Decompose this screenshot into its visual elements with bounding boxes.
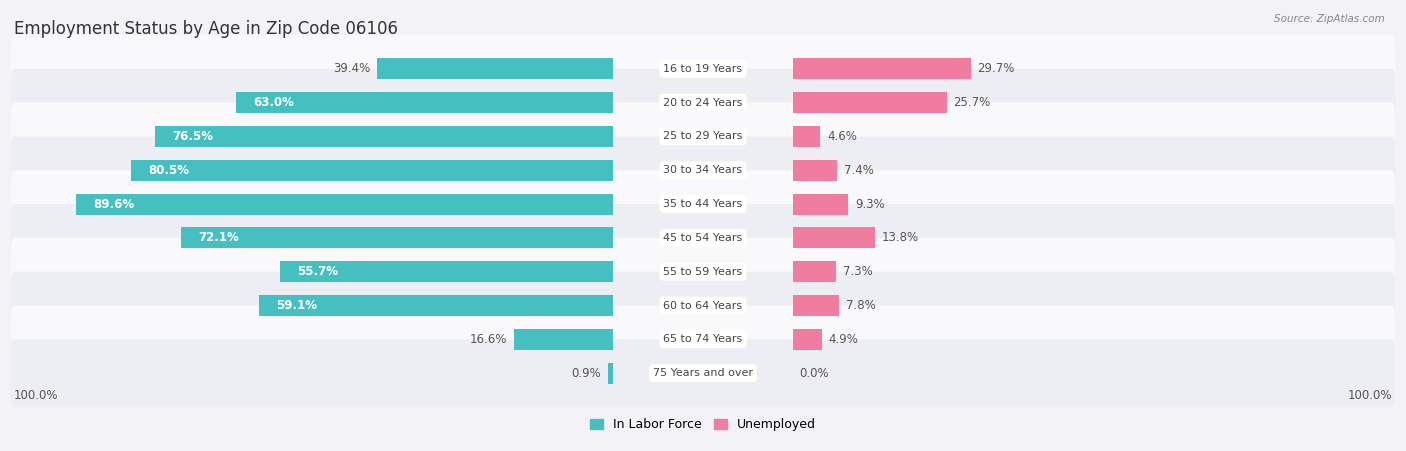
Text: 30 to 34 Years: 30 to 34 Years — [664, 165, 742, 175]
FancyBboxPatch shape — [11, 35, 1395, 102]
Text: 4.9%: 4.9% — [828, 333, 859, 346]
Text: Employment Status by Age in Zip Code 06106: Employment Status by Age in Zip Code 061… — [14, 20, 398, 38]
Text: 100.0%: 100.0% — [1347, 389, 1392, 402]
Text: 7.3%: 7.3% — [844, 265, 873, 278]
Bar — [259, 295, 613, 316]
Bar — [793, 193, 848, 215]
Bar — [280, 261, 613, 282]
Text: 0.9%: 0.9% — [571, 367, 602, 380]
Bar — [793, 126, 820, 147]
Bar — [607, 363, 613, 384]
Bar — [793, 58, 970, 79]
Text: 55.7%: 55.7% — [297, 265, 337, 278]
FancyBboxPatch shape — [11, 69, 1395, 136]
Text: 100.0%: 100.0% — [14, 389, 59, 402]
Text: 63.0%: 63.0% — [253, 96, 294, 109]
FancyBboxPatch shape — [11, 170, 1395, 238]
Text: 45 to 54 Years: 45 to 54 Years — [664, 233, 742, 243]
Legend: In Labor Force, Unemployed: In Labor Force, Unemployed — [585, 414, 821, 437]
Text: 4.6%: 4.6% — [827, 130, 856, 143]
Text: 7.4%: 7.4% — [844, 164, 873, 177]
Text: 13.8%: 13.8% — [882, 231, 920, 244]
Text: 7.8%: 7.8% — [846, 299, 876, 312]
Text: 60 to 64 Years: 60 to 64 Years — [664, 300, 742, 311]
FancyBboxPatch shape — [11, 306, 1395, 373]
Bar — [155, 126, 613, 147]
Text: 75 Years and over: 75 Years and over — [652, 368, 754, 378]
Text: 25 to 29 Years: 25 to 29 Years — [664, 131, 742, 142]
FancyBboxPatch shape — [11, 238, 1395, 306]
Text: 0.0%: 0.0% — [800, 367, 830, 380]
Text: 55 to 59 Years: 55 to 59 Years — [664, 267, 742, 277]
Text: 29.7%: 29.7% — [977, 62, 1015, 75]
Text: 9.3%: 9.3% — [855, 198, 884, 211]
Text: 25.7%: 25.7% — [953, 96, 991, 109]
FancyBboxPatch shape — [11, 136, 1395, 204]
Bar — [793, 92, 946, 113]
Text: 35 to 44 Years: 35 to 44 Years — [664, 199, 742, 209]
Bar — [793, 227, 876, 249]
Text: 72.1%: 72.1% — [198, 231, 239, 244]
Text: 20 to 24 Years: 20 to 24 Years — [664, 97, 742, 108]
FancyBboxPatch shape — [11, 102, 1395, 170]
Text: 89.6%: 89.6% — [94, 198, 135, 211]
Text: 39.4%: 39.4% — [333, 62, 370, 75]
Bar — [793, 261, 837, 282]
Bar — [131, 160, 613, 181]
Text: 80.5%: 80.5% — [148, 164, 190, 177]
Text: Source: ZipAtlas.com: Source: ZipAtlas.com — [1274, 14, 1385, 23]
FancyBboxPatch shape — [11, 339, 1395, 407]
Text: 76.5%: 76.5% — [172, 130, 214, 143]
Bar — [793, 329, 823, 350]
Bar — [793, 295, 839, 316]
Bar — [793, 160, 837, 181]
FancyBboxPatch shape — [11, 204, 1395, 272]
Bar — [377, 58, 613, 79]
Bar — [515, 329, 613, 350]
Text: 65 to 74 Years: 65 to 74 Years — [664, 334, 742, 345]
Bar — [236, 92, 613, 113]
Bar — [181, 227, 613, 249]
Text: 16 to 19 Years: 16 to 19 Years — [664, 64, 742, 74]
Text: 59.1%: 59.1% — [277, 299, 318, 312]
Bar — [76, 193, 613, 215]
Text: 16.6%: 16.6% — [470, 333, 508, 346]
FancyBboxPatch shape — [11, 272, 1395, 339]
